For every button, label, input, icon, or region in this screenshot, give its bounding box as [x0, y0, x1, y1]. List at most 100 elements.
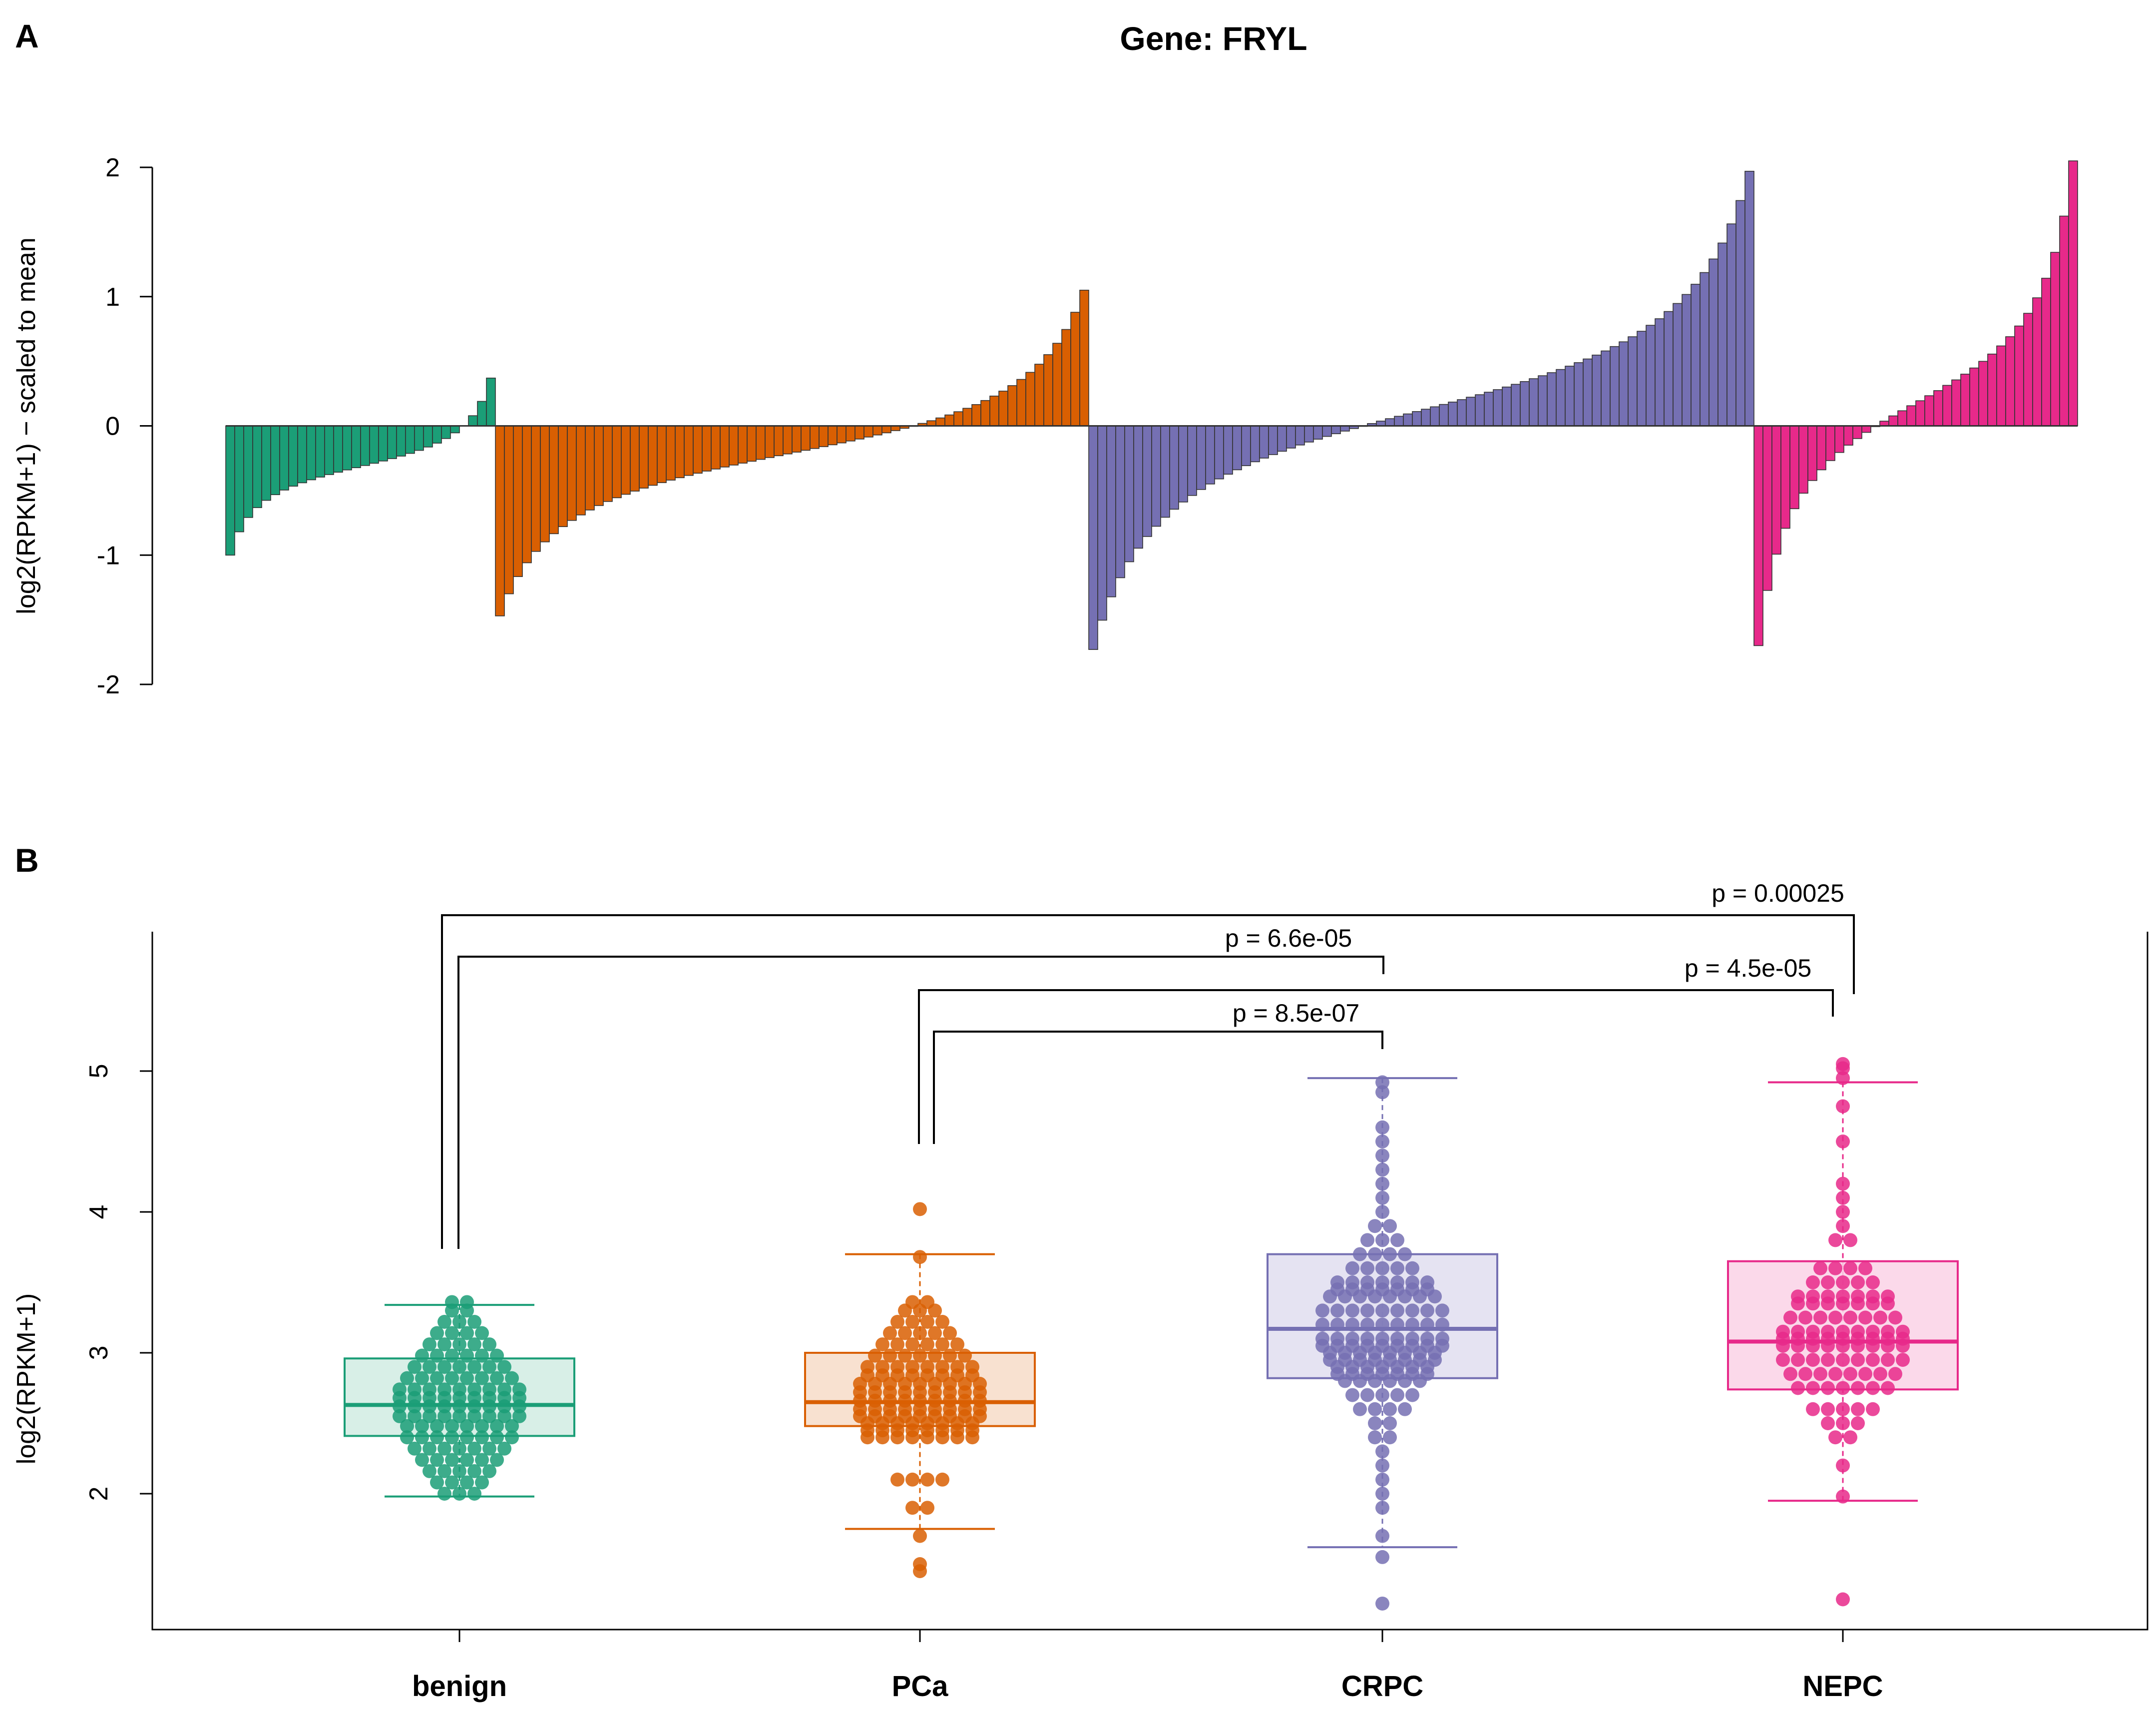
- y-tick-label-a: -1: [97, 541, 120, 570]
- bar: [1996, 345, 2006, 427]
- bar: [837, 425, 847, 444]
- bar: [1232, 425, 1242, 471]
- bar: [576, 425, 586, 516]
- bar: [1124, 425, 1134, 563]
- data-point: [1836, 1219, 1850, 1233]
- bar: [1448, 401, 1458, 427]
- data-point: [898, 1326, 912, 1340]
- data-point: [1836, 1402, 1850, 1416]
- data-point: [920, 1472, 934, 1487]
- data-point: [415, 1348, 429, 1363]
- data-point: [1783, 1367, 1797, 1381]
- box-nepc: [1727, 1057, 1959, 1607]
- p-value-label: p = 8.5e-07: [1233, 999, 1359, 1027]
- data-point: [1791, 1353, 1805, 1367]
- data-point: [1866, 1275, 1880, 1289]
- outlier-point: [1836, 1057, 1850, 1071]
- data-point: [1420, 1303, 1434, 1318]
- data-point: [1843, 1430, 1857, 1445]
- data-point: [1836, 1458, 1850, 1473]
- data-point: [1888, 1367, 1902, 1381]
- data-point: [437, 1441, 451, 1456]
- bar: [1034, 364, 1044, 427]
- data-point: [475, 1326, 489, 1340]
- data-point: [437, 1487, 451, 1501]
- bar: [1771, 425, 1781, 555]
- bar: [333, 425, 343, 473]
- data-point: [1368, 1219, 1382, 1233]
- bar: [1079, 290, 1089, 427]
- bar: [989, 395, 999, 427]
- data-point: [1375, 1303, 1389, 1318]
- data-point: [1375, 1148, 1389, 1163]
- data-point: [497, 1441, 511, 1456]
- bar: [279, 425, 289, 491]
- bar: [360, 425, 370, 466]
- bar: [612, 425, 622, 499]
- y-tick-label-b: 3: [84, 1346, 113, 1360]
- bar: [495, 425, 505, 616]
- bar: [252, 425, 262, 508]
- data-point: [1338, 1374, 1352, 1388]
- bar: [1493, 389, 1503, 427]
- data-point: [920, 1430, 934, 1445]
- data-point: [1413, 1289, 1427, 1304]
- data-point: [482, 1441, 496, 1456]
- data-point: [452, 1409, 466, 1423]
- bar: [225, 425, 235, 556]
- bar: [342, 425, 352, 471]
- data-point: [490, 1371, 504, 1385]
- data-point: [1435, 1317, 1449, 1332]
- data-point: [1375, 1190, 1389, 1205]
- data-point: [1375, 1261, 1389, 1275]
- bar: [881, 425, 891, 434]
- data-point: [1843, 1310, 1857, 1325]
- data-point: [1353, 1402, 1367, 1416]
- data-point: [1383, 1430, 1397, 1445]
- bar: [1025, 372, 1035, 427]
- panel-a-label: A: [15, 17, 39, 54]
- bar: [1178, 425, 1188, 503]
- bar: [378, 425, 388, 462]
- y-tick-label-a: 1: [105, 283, 120, 312]
- data-point: [1806, 1296, 1820, 1311]
- bar: [1295, 425, 1305, 446]
- p-value-label: p = 4.5e-05: [1685, 954, 1811, 982]
- data-point: [460, 1430, 474, 1445]
- data-point: [1375, 1317, 1389, 1332]
- bar: [1619, 341, 1629, 427]
- bar: [980, 400, 990, 427]
- data-point: [497, 1360, 511, 1374]
- data-point: [935, 1314, 949, 1329]
- data-point: [913, 1529, 927, 1543]
- bar: [953, 411, 963, 427]
- bar: [720, 425, 730, 468]
- bar: [1169, 425, 1179, 510]
- bar: [603, 425, 613, 502]
- data-point: [423, 1399, 436, 1414]
- data-point: [861, 1430, 874, 1445]
- p-value-label: p = 0.00025: [1712, 879, 1844, 907]
- data-point: [445, 1430, 459, 1445]
- bar: [531, 425, 541, 552]
- data-point: [423, 1441, 436, 1456]
- box-pca: [804, 1202, 1036, 1579]
- bar: [1888, 415, 1898, 427]
- data-point: [1405, 1317, 1419, 1332]
- bar: [468, 415, 478, 427]
- data-point: [1836, 1416, 1850, 1430]
- bar: [2032, 297, 2042, 427]
- data-point: [1881, 1353, 1895, 1367]
- bar: [774, 425, 784, 457]
- data-point: [437, 1337, 451, 1352]
- bar: [1816, 425, 1826, 471]
- data-point: [1836, 1353, 1850, 1367]
- data-point: [1813, 1310, 1827, 1325]
- data-point: [890, 1472, 904, 1487]
- data-point: [497, 1399, 511, 1414]
- data-point: [950, 1430, 964, 1445]
- bar: [962, 408, 972, 427]
- bracket-line: [918, 989, 1834, 1144]
- bracket-line: [933, 1031, 1383, 1144]
